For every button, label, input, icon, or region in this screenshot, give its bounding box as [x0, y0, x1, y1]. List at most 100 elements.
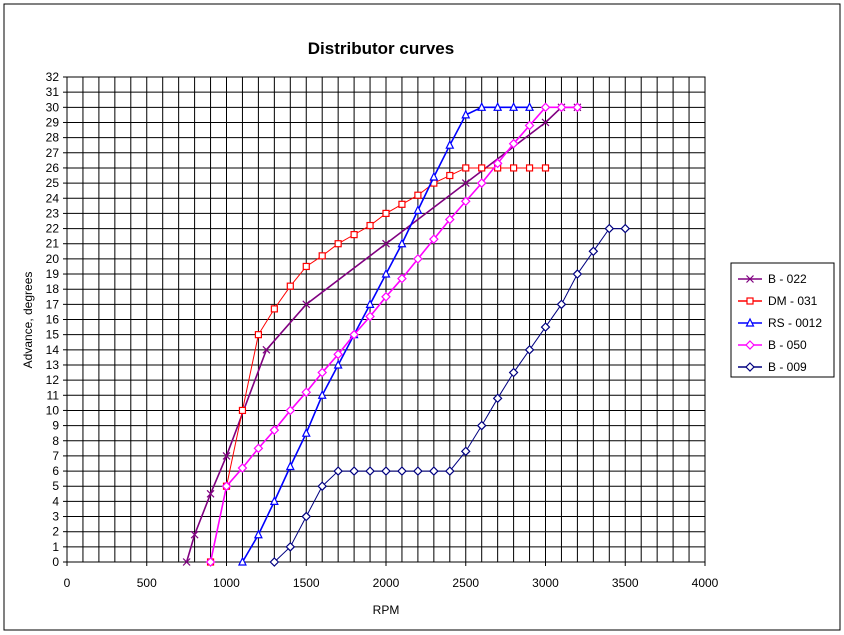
grid [66, 76, 706, 563]
square-marker [541, 164, 550, 172]
series-b-050 [205, 102, 583, 567]
square-marker [478, 164, 486, 172]
triangle-marker [397, 238, 407, 248]
diamond-marker [397, 466, 407, 476]
diamond-marker [237, 463, 248, 473]
triangle-marker [429, 171, 439, 181]
y-tick-label: 29 [46, 115, 60, 129]
y-tick-label: 8 [52, 434, 59, 448]
diamond-marker [221, 481, 232, 492]
square-marker [414, 191, 422, 199]
y-tick-label: 6 [52, 464, 59, 478]
y-tick-label: 28 [46, 131, 60, 145]
diamond-marker [349, 329, 359, 340]
y-tick-label: 26 [46, 161, 60, 175]
series-rs-0012 [237, 101, 535, 566]
square-marker [318, 252, 326, 260]
y-tick-label: 22 [46, 222, 60, 236]
x-marker [222, 451, 231, 460]
series-b-022 [182, 103, 582, 566]
y-axis-ticks: 0123456789101112131415161718192021222324… [46, 70, 67, 569]
diamond-marker [460, 446, 471, 457]
legend-label: B - 022 [768, 272, 807, 286]
y-tick-label: 7 [52, 449, 59, 463]
y-tick-label: 13 [46, 358, 60, 372]
legend-label: B - 050 [768, 338, 807, 352]
diamond-marker [508, 138, 519, 149]
y-axis-label: Advance, degrees [21, 272, 35, 369]
diamond-marker [508, 367, 519, 378]
diamond-marker [476, 178, 487, 188]
diamond-marker [745, 340, 755, 350]
x-tick-label: 2500 [452, 576, 479, 590]
y-tick-label: 18 [46, 282, 60, 296]
y-tick-label: 14 [46, 343, 60, 357]
diamond-marker [381, 291, 391, 302]
triangle-marker [237, 556, 247, 566]
y-tick-label: 12 [46, 373, 60, 387]
diamond-marker [413, 466, 423, 476]
x-marker [206, 489, 215, 498]
y-tick-label: 15 [46, 328, 60, 342]
x-tick-label: 4000 [692, 576, 719, 590]
square-marker [398, 200, 406, 208]
triangle-marker [445, 139, 455, 149]
diamond-marker [333, 466, 343, 476]
triangle-marker [317, 389, 327, 399]
x-tick-label: 500 [137, 576, 157, 590]
diamond-marker [317, 481, 328, 492]
square-marker [334, 240, 342, 248]
diamond-marker [460, 196, 471, 207]
triangle-marker [365, 299, 375, 308]
square-marker [446, 171, 454, 180]
legend-label: RS - 0012 [768, 316, 822, 330]
diamond-marker [285, 405, 296, 416]
diamond-marker [397, 273, 407, 284]
x-tick-label: 3500 [612, 576, 639, 590]
square-marker [270, 305, 278, 313]
x-marker [541, 118, 550, 127]
diamond-marker [205, 557, 216, 567]
diamond-marker [524, 120, 535, 131]
series-line [209, 106, 578, 563]
x-marker [302, 300, 311, 309]
x-tick-label: 0 [64, 576, 71, 590]
x-tick-label: 2000 [373, 576, 400, 590]
diamond-marker [269, 425, 280, 435]
legend-item-rs-0012: RS - 0012 [738, 316, 822, 330]
x-marker [182, 558, 191, 566]
diamond-marker [540, 102, 551, 113]
legend-item-b-022: B - 022 [738, 272, 807, 286]
diamond-marker [429, 466, 439, 476]
diamond-marker [333, 349, 343, 360]
square-marker [510, 164, 518, 172]
square-marker [254, 331, 262, 339]
diamond-marker [285, 541, 296, 552]
y-tick-label: 32 [46, 70, 60, 84]
y-tick-label: 30 [46, 100, 60, 114]
square-marker [525, 164, 534, 172]
y-tick-label: 2 [52, 525, 59, 539]
y-tick-label: 3 [52, 510, 59, 524]
legend-label: B - 009 [768, 360, 807, 374]
square-marker [238, 406, 247, 415]
legend-item-b-009: B - 009 [738, 360, 807, 374]
diamond-marker [745, 362, 755, 372]
triangle-marker [381, 268, 391, 278]
triangle-marker [413, 205, 423, 214]
series-layer [182, 101, 631, 567]
diamond-marker [540, 322, 551, 332]
legend-box [730, 262, 835, 378]
triangle-marker [493, 101, 503, 111]
chart-title: Distributor curves [308, 39, 454, 58]
diamond-marker [572, 102, 583, 113]
y-tick-label: 27 [46, 146, 60, 160]
y-tick-label: 1 [52, 540, 59, 554]
y-tick-label: 24 [46, 191, 60, 205]
y-tick-label: 19 [46, 267, 60, 281]
diamond-marker [444, 466, 455, 476]
diamond-marker [492, 158, 503, 169]
y-tick-label: 10 [46, 403, 60, 417]
triangle-marker [333, 359, 343, 369]
legend: B - 022 DM - 031 RS - 0012 B - 050 B - 009 [730, 262, 835, 378]
